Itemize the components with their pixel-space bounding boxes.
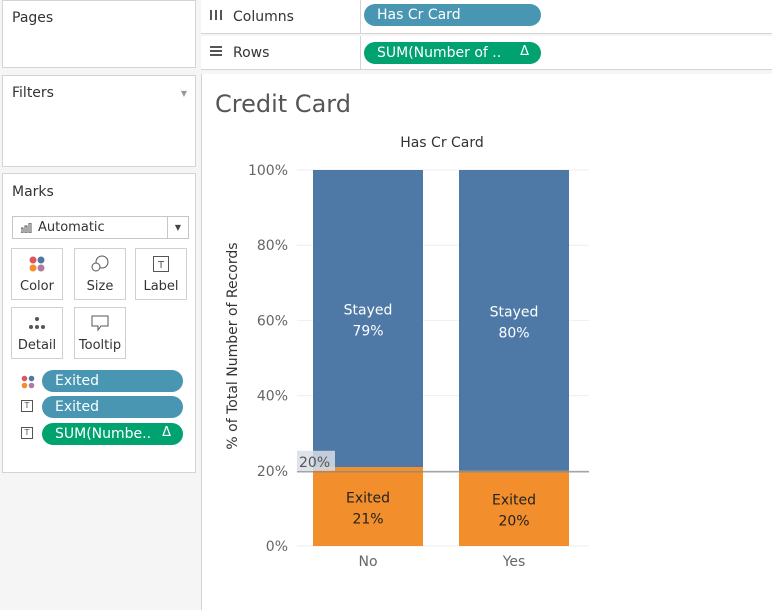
detail-button-label: Detail	[17, 338, 57, 353]
color-dots-icon	[12, 255, 62, 273]
rows-label: Rows	[233, 44, 270, 61]
color-button[interactable]: Color	[11, 248, 63, 300]
has-cr-card-columns-pill[interactable]: Has Cr Card	[364, 4, 541, 26]
detail-dots-icon	[12, 314, 62, 332]
label-button-label: Label	[143, 279, 179, 294]
filters-menu-icon[interactable]: ▼	[180, 89, 187, 98]
detail-button[interactable]: Detail	[11, 307, 63, 359]
sheet-title: Credit Card	[215, 90, 351, 118]
text-label-icon: T	[21, 400, 35, 414]
y-tick-label: 20%	[257, 464, 288, 480]
bar-label-value: 20%	[498, 513, 529, 529]
y-axis-label: % of Total Number of Records	[225, 242, 241, 449]
sum-number-pill-text: SUM(Numbe..	[55, 426, 152, 442]
bar-chart-icon	[21, 222, 33, 233]
columns-label: Columns	[233, 8, 294, 25]
marks-field-label[interactable]: T Exited	[21, 396, 191, 418]
rows-pill-text: SUM(Number of ..	[377, 45, 502, 61]
y-tick-label: 60%	[257, 313, 288, 329]
tooltip-button[interactable]: Tooltip	[74, 307, 126, 359]
x-tick-label: No	[358, 554, 377, 570]
bar-label-value: 79%	[352, 324, 383, 340]
sum-number-rows-pill[interactable]: SUM(Number of .. Δ	[364, 42, 541, 64]
reference-line-label: 20%	[299, 455, 330, 471]
chevron-down-icon[interactable]: ▼	[167, 217, 188, 238]
x-tick-label: Yes	[502, 554, 526, 570]
bar-label-name: Stayed	[344, 303, 393, 319]
reference-line-label-bg	[297, 450, 335, 471]
mark-type-value: Automatic	[38, 220, 105, 235]
y-tick-label: 40%	[257, 389, 288, 405]
size-button-label: Size	[86, 279, 114, 294]
rows-icon	[209, 45, 227, 61]
svg-text:T: T	[157, 260, 165, 271]
marks-field-measure[interactable]: T SUM(Numbe.. Δ	[21, 423, 191, 445]
text-label-icon: T	[136, 255, 186, 273]
bar-segment-stayed-no[interactable]	[313, 170, 423, 468]
columns-shelf-label: Columns	[201, 0, 361, 33]
worksheet-view: Credit Card Has Cr Card % of Total Numbe…	[201, 74, 772, 610]
stacked-bar-chart: Has Cr Card % of Total Number of Records…	[225, 135, 589, 570]
rows-shelf-label: Rows	[201, 36, 361, 69]
bar-label-name: Stayed	[490, 304, 539, 320]
pages-panel: Pages	[2, 0, 196, 68]
y-tick-label: 100%	[248, 163, 288, 179]
columns-icon	[209, 9, 227, 25]
size-button[interactable]: Size	[74, 248, 126, 300]
exited-label-pill[interactable]: Exited	[42, 396, 183, 418]
mark-type-dropdown[interactable]: Automatic ▼	[12, 216, 189, 239]
pages-title: Pages	[12, 10, 54, 26]
marks-panel: Marks Automatic ▼ Color Size T Label Det…	[2, 173, 196, 473]
bar-label-value: 80%	[498, 325, 529, 341]
marks-title: Marks	[12, 184, 54, 200]
delta-icon: Δ	[520, 44, 529, 59]
bar-segment-exited-no[interactable]	[313, 467, 423, 546]
color-button-label: Color	[20, 279, 54, 294]
marks-field-color[interactable]: Exited	[21, 370, 191, 392]
chart-title: Has Cr Card	[400, 135, 484, 151]
columns-shelf: Columns Has Cr Card	[201, 0, 772, 34]
exited-color-pill[interactable]: Exited	[42, 370, 183, 392]
bar-segment-exited-yes[interactable]	[459, 470, 569, 546]
size-icon	[75, 255, 125, 273]
bar-label-name: Exited	[492, 492, 536, 508]
y-tick-label: 80%	[257, 238, 288, 254]
delta-icon: Δ	[162, 425, 171, 440]
y-tick-label: 0%	[266, 539, 288, 555]
color-dots-icon	[21, 374, 35, 389]
bar-label-value: 21%	[352, 512, 383, 528]
filters-title: Filters	[12, 85, 54, 101]
tooltip-button-label: Tooltip	[78, 338, 122, 353]
tooltip-icon	[75, 314, 125, 332]
label-button[interactable]: T Label	[135, 248, 187, 300]
bar-segment-stayed-yes[interactable]	[459, 170, 569, 471]
filters-panel[interactable]: Filters ▼	[2, 75, 196, 167]
rows-shelf: Rows SUM(Number of .. Δ	[201, 36, 772, 70]
sum-number-label-pill[interactable]: SUM(Numbe.. Δ	[42, 423, 183, 445]
bar-label-name: Exited	[346, 491, 390, 507]
text-label-icon: T	[21, 427, 35, 441]
